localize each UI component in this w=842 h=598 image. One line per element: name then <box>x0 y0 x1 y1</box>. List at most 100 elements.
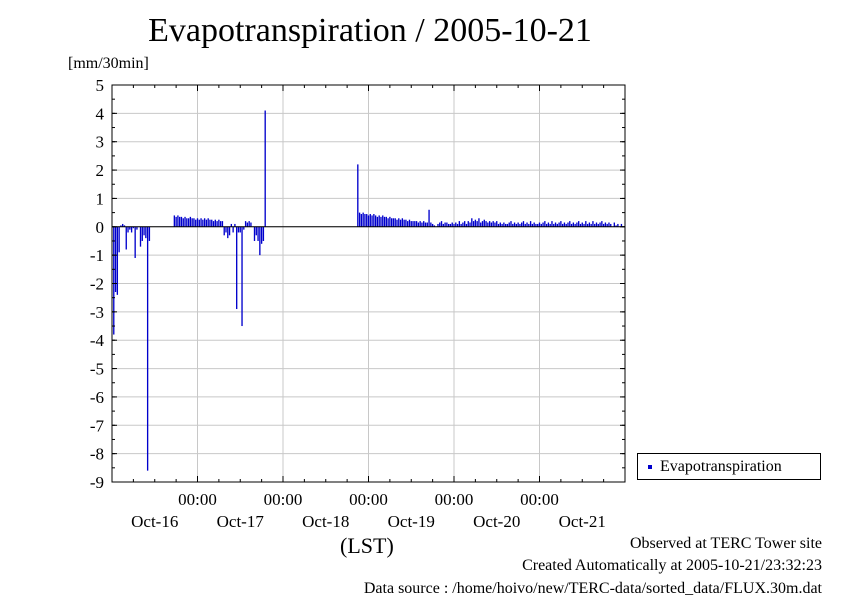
x-time-tick-label: 00:00 <box>178 490 217 509</box>
bar <box>177 215 179 227</box>
bar <box>203 218 206 227</box>
bar <box>118 226 120 253</box>
bar <box>362 212 364 227</box>
y-tick-label: -8 <box>90 445 104 464</box>
bar <box>606 223 608 227</box>
bar <box>244 221 247 227</box>
bar <box>202 219 204 227</box>
bar <box>585 221 587 227</box>
bar <box>526 222 528 227</box>
y-tick-label: 3 <box>96 133 105 152</box>
bar <box>146 226 149 471</box>
bar <box>556 223 558 227</box>
chart-title: Evapotranspiration / 2005-10-21 <box>148 12 592 49</box>
bar <box>125 226 127 250</box>
bar <box>570 223 573 227</box>
bar <box>234 223 236 227</box>
bar <box>430 222 432 227</box>
bars <box>113 110 623 471</box>
bar <box>617 223 619 227</box>
legend-label: Evapotranspiration <box>660 458 782 475</box>
bar <box>360 214 363 227</box>
x-time-tick-label: 00:00 <box>264 490 303 509</box>
bar <box>453 223 455 227</box>
bar <box>216 221 218 227</box>
bar <box>241 226 243 327</box>
bar <box>504 223 507 227</box>
bar <box>211 219 213 227</box>
bar <box>604 222 607 227</box>
bar <box>371 215 373 227</box>
bar <box>255 226 257 236</box>
y-tick-label: -5 <box>90 360 104 379</box>
bar <box>542 222 544 227</box>
bar <box>412 221 414 227</box>
bar <box>180 216 183 227</box>
bar <box>173 215 176 227</box>
bar <box>590 223 592 227</box>
x-time-tick-label: 00:00 <box>349 490 388 509</box>
y-tick-label: -6 <box>90 388 104 407</box>
bar <box>198 219 200 227</box>
x-day-label: Oct-21 <box>559 512 606 531</box>
bar <box>544 221 546 227</box>
bar <box>403 219 405 227</box>
bar <box>382 215 384 227</box>
bar <box>232 226 234 233</box>
bar <box>597 223 599 227</box>
bar <box>610 223 612 227</box>
bar <box>510 221 512 227</box>
bar <box>376 216 379 227</box>
bar <box>508 222 510 227</box>
bar <box>455 222 457 227</box>
bar <box>219 221 222 227</box>
bar <box>560 221 562 227</box>
bar <box>207 218 209 227</box>
bar <box>417 222 420 227</box>
bar <box>200 218 202 227</box>
bar <box>574 223 576 227</box>
bar <box>364 214 366 227</box>
bar <box>414 221 416 227</box>
bar <box>478 218 480 227</box>
bar <box>136 226 138 230</box>
bar <box>431 223 434 227</box>
bar <box>392 218 395 227</box>
bar <box>239 226 241 233</box>
bar <box>586 223 589 227</box>
bar <box>148 226 151 241</box>
bar <box>236 226 238 310</box>
bar <box>145 226 147 239</box>
bar <box>522 221 525 227</box>
bar <box>462 222 464 227</box>
bar <box>195 219 197 227</box>
bar <box>366 214 368 227</box>
bar <box>114 226 117 293</box>
bar <box>529 221 532 227</box>
bar <box>620 223 623 227</box>
bar <box>184 216 186 227</box>
bar <box>380 216 382 227</box>
bar <box>503 222 505 227</box>
bar <box>175 216 177 227</box>
bar <box>561 223 564 227</box>
bar <box>487 222 489 227</box>
bar <box>122 223 124 227</box>
bar <box>615 225 617 227</box>
bar <box>367 215 370 227</box>
bar <box>143 226 145 236</box>
bar <box>437 223 439 227</box>
bar <box>467 221 469 227</box>
bar <box>531 223 534 227</box>
y-axis-label: [mm/30min] <box>68 55 149 72</box>
bar <box>387 218 389 227</box>
bar <box>549 223 551 227</box>
bar <box>141 226 143 241</box>
bar <box>565 223 567 227</box>
bar <box>399 219 402 227</box>
bar <box>426 222 428 227</box>
y-tick-label: 0 <box>96 218 105 237</box>
bar <box>209 219 211 227</box>
bar <box>439 222 441 227</box>
